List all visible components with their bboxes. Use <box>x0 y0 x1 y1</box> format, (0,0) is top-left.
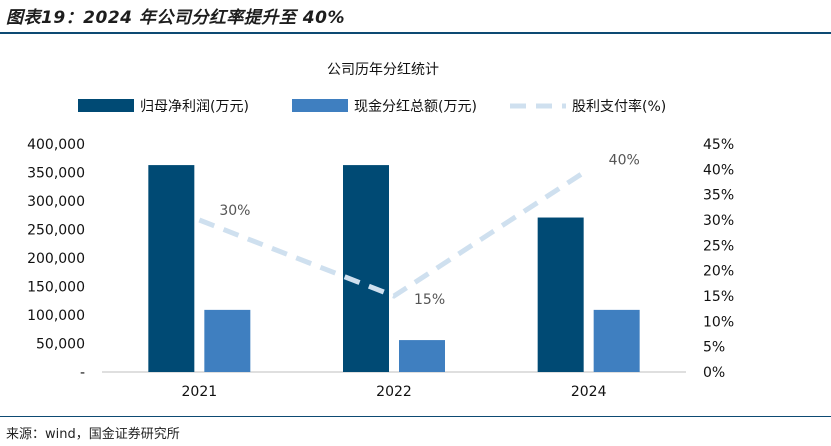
y-right-tick-label: 10% <box>703 314 734 330</box>
payout-ratio-line <box>198 167 591 299</box>
y-right-tick-label: 30% <box>703 213 734 229</box>
y-left-tick-label: 400,000 <box>27 137 85 153</box>
legend: 归母净利润(万元) 现金分红总额(万元) 股利支付率(%) <box>78 98 666 115</box>
y-right-tick-label: 5% <box>703 340 725 356</box>
category-labels: 2021 2022 2024 <box>182 384 607 400</box>
y-left-tick-label: 250,000 <box>27 223 85 239</box>
y-left-tick-label: - <box>80 365 85 381</box>
y-right-tick-label: 20% <box>703 264 734 280</box>
x-category-label: 2021 <box>182 384 218 400</box>
bars <box>148 165 640 372</box>
legend-label-1: 现金分红总额(万元) <box>354 99 477 115</box>
title-rule <box>0 32 831 34</box>
legend-swatch-0 <box>78 99 134 112</box>
y-left-tick-label: 50,000 <box>36 337 85 353</box>
net-profit-bar <box>537 217 584 372</box>
y-right-tick-label: 35% <box>703 188 734 204</box>
dividend-bar <box>593 309 640 372</box>
figure-title: 图表19：2024 年公司分红率提升至 40% <box>6 8 345 28</box>
y-left-tick-label: 150,000 <box>27 280 85 296</box>
y-right-tick-label: 40% <box>703 162 734 178</box>
net-profit-bar <box>343 165 389 372</box>
legend-label-0: 归母净利润(万元) <box>140 98 249 115</box>
chart-title: 公司历年分红统计 <box>327 62 439 78</box>
dividend-bar <box>399 340 445 372</box>
y-right-tick-label: 0% <box>703 365 725 381</box>
y-left-tick-label: 300,000 <box>27 194 85 210</box>
payout-line: 30% 15% 40% <box>198 152 640 308</box>
payout-data-label: 15% <box>414 292 445 308</box>
payout-data-label: 30% <box>219 203 250 219</box>
x-category-label: 2022 <box>376 384 412 400</box>
payout-data-label: 40% <box>609 152 640 168</box>
legend-swatch-1 <box>292 99 348 112</box>
right-axis: 0% 5% 10% 15% 20% 25% 30% 35% 40% 45% <box>703 137 734 381</box>
y-right-tick-label: 45% <box>703 137 734 153</box>
footer-rule <box>0 416 831 417</box>
source-note: 来源：wind，国金证券研究所 <box>6 427 180 442</box>
y-right-tick-label: 15% <box>703 289 734 305</box>
y-right-tick-label: 25% <box>703 238 734 254</box>
legend-label-2: 股利支付率(%) <box>572 98 666 115</box>
x-category-label: 2024 <box>571 384 607 400</box>
y-left-tick-label: 200,000 <box>27 251 85 267</box>
y-left-tick-label: 100,000 <box>27 308 85 324</box>
dividend-bar <box>204 309 251 372</box>
net-profit-bar <box>148 165 195 372</box>
y-left-tick-label: 350,000 <box>27 166 85 182</box>
left-axis: - 50,000 100,000 150,000 200,000 250,000 300,0… <box>27 137 85 381</box>
